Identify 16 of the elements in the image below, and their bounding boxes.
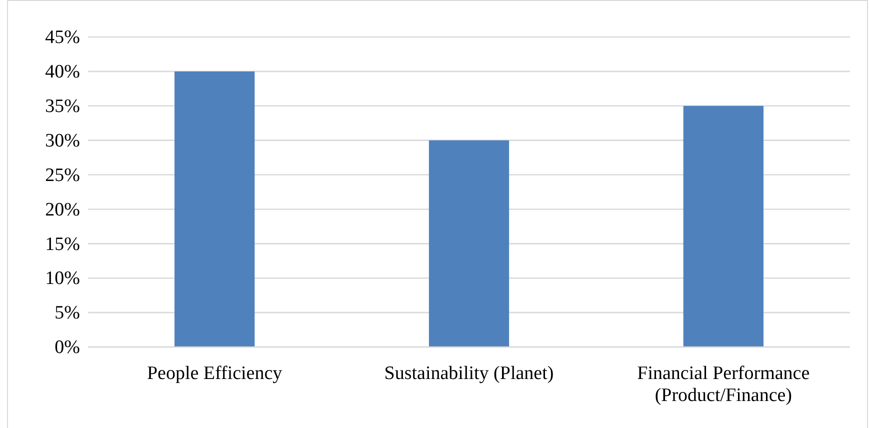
x-tick-label: People Efficiency	[146, 363, 283, 384]
y-tick-label: 10%	[45, 268, 80, 290]
y-tick-label: 15%	[45, 234, 80, 255]
y-tick-label: 25%	[45, 164, 80, 186]
bar	[174, 71, 255, 347]
y-tick-label: 5%	[54, 302, 80, 324]
y-tick-label: 45%	[45, 27, 80, 48]
x-tick-label: Sustainability (Planet)	[384, 363, 554, 384]
y-tick-label: 0%	[54, 337, 80, 358]
x-tick-label: Financial Performance (Product/Finance)	[637, 363, 810, 406]
y-tick-label: 40%	[45, 62, 80, 83]
bar	[428, 140, 510, 347]
bar	[683, 106, 764, 347]
y-tick-label: 35%	[45, 96, 80, 117]
y-tick-label: 30%	[45, 130, 80, 152]
y-tick-label: 20%	[45, 199, 80, 220]
